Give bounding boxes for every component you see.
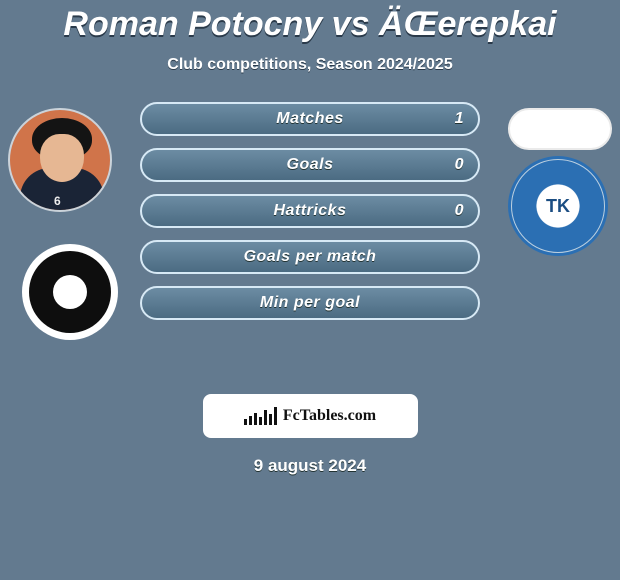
stat-label: Min per goal: [260, 294, 360, 312]
club-right-badge: TK: [508, 156, 608, 256]
stat-value: 0: [455, 202, 464, 220]
stat-pill-mpg: Min per goal: [140, 286, 480, 320]
page-title: Roman Potocny vs ÄŒerepkai: [0, 5, 620, 44]
player-right-avatar: [508, 108, 612, 150]
fctables-logo[interactable]: FcTables.com: [203, 394, 418, 438]
logo-text: FcTables.com: [283, 407, 376, 425]
stat-pill-gpm: Goals per match: [140, 240, 480, 274]
stat-label: Goals per match: [244, 248, 377, 266]
stat-pill-goals: Goals 0: [140, 148, 480, 182]
stat-pill-matches: Matches 1: [140, 102, 480, 136]
stat-label: Goals: [287, 156, 334, 174]
comparison-stage: 6 TK Matches 1 Goals 0 Hattricks 0 G: [0, 96, 620, 376]
stat-label: Hattricks: [274, 202, 347, 220]
jersey-number: 6: [54, 194, 61, 208]
stat-value: 1: [455, 110, 464, 128]
player-left-avatar: 6: [8, 108, 112, 212]
stat-label: Matches: [276, 110, 344, 128]
stat-pills: Matches 1 Goals 0 Hattricks 0 Goals per …: [140, 102, 480, 332]
stat-value: 0: [455, 156, 464, 174]
stat-pill-hattricks: Hattricks 0: [140, 194, 480, 228]
date-label: 9 august 2024: [0, 456, 620, 476]
subtitle: Club competitions, Season 2024/2025: [0, 56, 620, 74]
bars-icon: [244, 407, 277, 425]
club-left-badge: [22, 244, 118, 340]
